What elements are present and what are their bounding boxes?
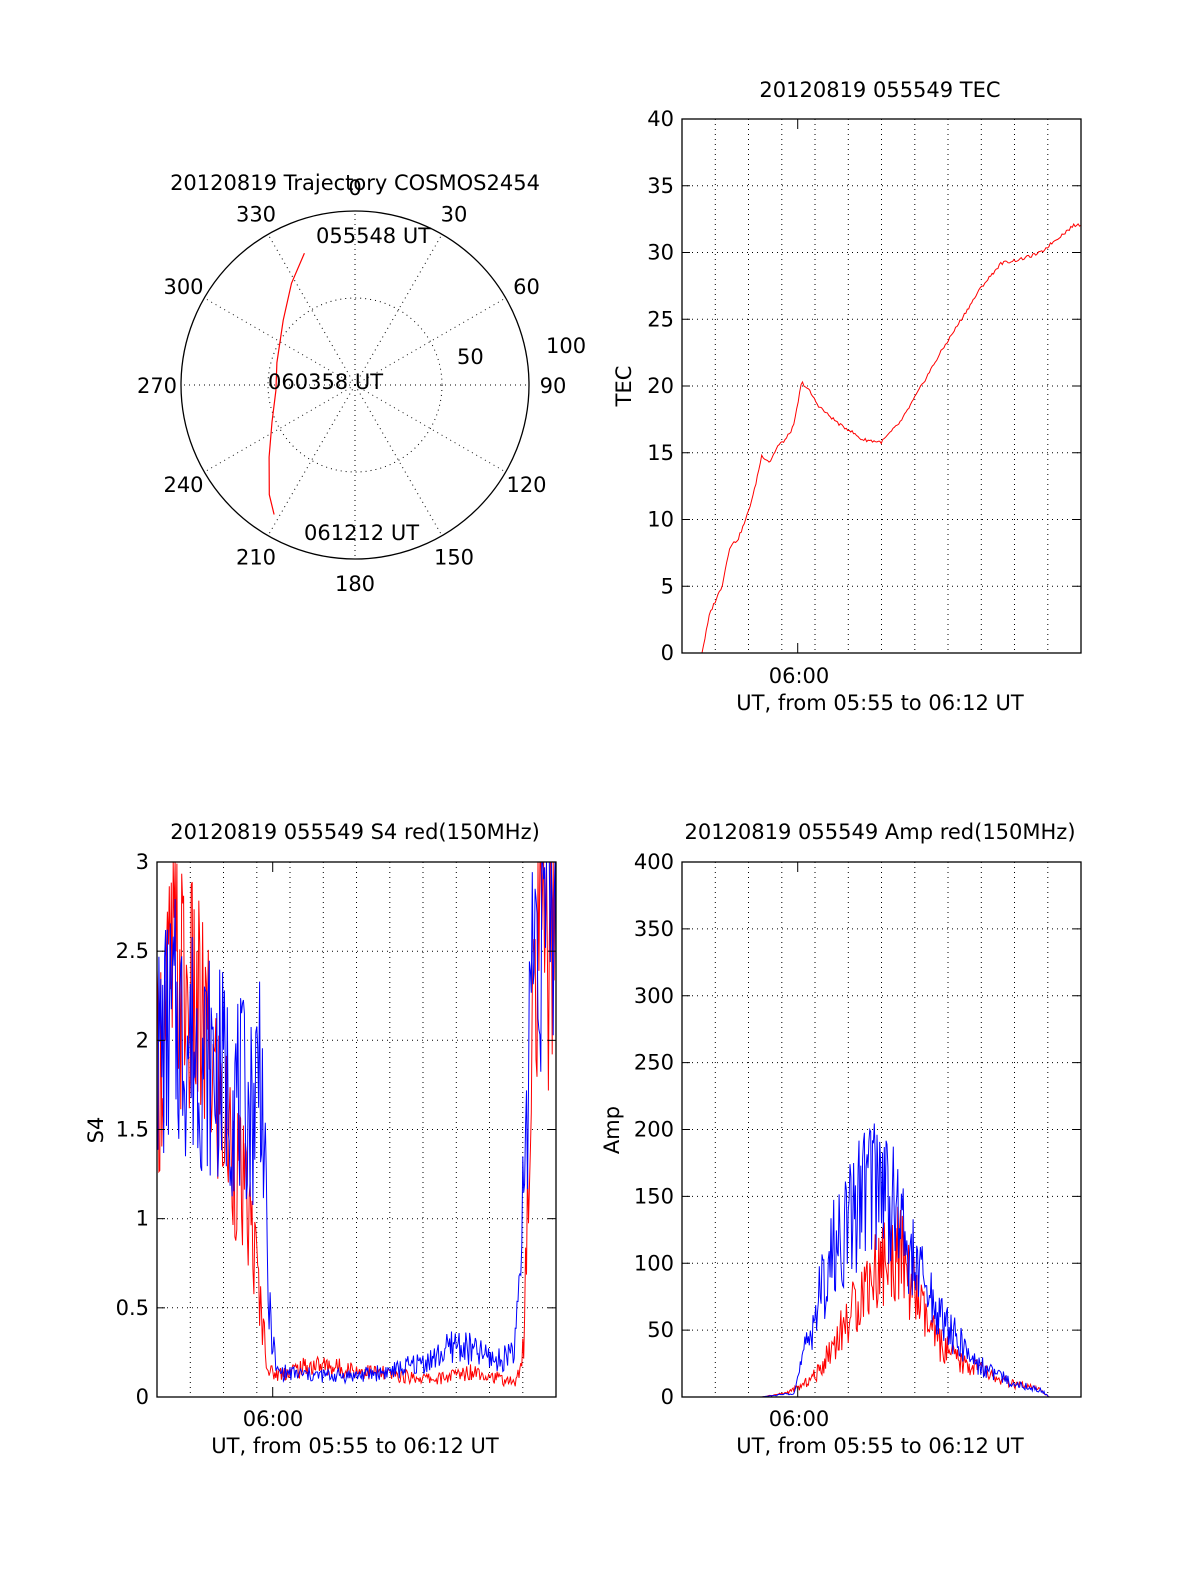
s4-y-tick-label: 3 — [136, 850, 149, 874]
azimuth-label-60: 60 — [513, 275, 540, 299]
tec-panel: 20120819 055549 TEC 0 5 10 15 20 25 30 35 40 06:… — [612, 78, 1082, 715]
polar-outer-circle — [180, 210, 530, 560]
s4-line-blue — [156, 861, 557, 1385]
s4-y-tick-label: 1 — [136, 1207, 149, 1231]
tec-y-tick-label: 35 — [647, 174, 674, 198]
tec-y-tick-label: 0 — [661, 641, 674, 665]
tec-y-axis-label: TEC — [612, 366, 636, 408]
polar-spoke-210 — [267, 384, 356, 536]
polar-spoke-300 — [204, 297, 356, 386]
azimuth-label-300: 300 — [163, 275, 203, 299]
tec-series — [701, 223, 1082, 654]
polar-spoke-330 — [267, 234, 356, 386]
polar-spoke-30 — [354, 234, 443, 386]
azimuth-label-240: 240 — [163, 473, 203, 497]
s4-series — [156, 861, 557, 1388]
amp-y-tick-label: 200 — [634, 1118, 674, 1142]
amp-y-tick-label: 150 — [634, 1184, 674, 1208]
annotation-start-time: 055548 UT — [316, 224, 431, 248]
amp-y-tick-label: 100 — [634, 1251, 674, 1275]
s4-grid — [157, 862, 556, 1397]
tec-y-tick-label: 20 — [647, 374, 674, 398]
amp-x-tick-label: 06:00 — [769, 1407, 830, 1431]
polar-spoke-60 — [354, 297, 506, 386]
polar-grid — [181, 211, 529, 559]
amp-y-tick-label: 400 — [634, 850, 674, 874]
azimuth-label-330: 330 — [236, 203, 276, 227]
amp-grid — [682, 862, 1081, 1397]
azimuth-label-120: 120 — [506, 473, 546, 497]
azimuth-label-210: 210 — [236, 546, 276, 570]
azimuth-label-90: 90 — [540, 374, 567, 398]
tec-y-tick-label: 40 — [647, 107, 674, 131]
azimuth-label-0: 0 — [348, 176, 361, 200]
tec-x-tick-label: 06:00 — [769, 664, 830, 688]
s4-y-tick-label: 1.5 — [116, 1118, 149, 1142]
amp-x-axis-label: UT, from 05:55 to 06:12 UT — [736, 1434, 1024, 1458]
tec-line-red — [701, 223, 1082, 654]
polar-spoke-150 — [354, 384, 443, 536]
amp-y-tick-label: 0 — [661, 1385, 674, 1409]
annotation-mid-time: 060358 UT — [268, 370, 383, 394]
amp-y-tick-label: 350 — [634, 917, 674, 941]
polar-grid-ring-50 — [267, 297, 443, 473]
amp-y-tick-labels: 0 50 100 150 200 250 300 350 400 — [634, 850, 1081, 1409]
tec-y-tick-label: 30 — [647, 241, 674, 265]
azimuth-label-180: 180 — [335, 572, 375, 596]
tec-y-tick-labels: 0 5 10 15 20 25 30 35 40 — [647, 107, 1081, 665]
s4-x-axis-label: UT, from 05:55 to 06:12 UT — [211, 1434, 499, 1458]
amp-y-tick-label: 50 — [647, 1318, 674, 1342]
s4-y-tick-labels: 0 0.5 1 1.5 2 2.5 3 — [116, 850, 556, 1409]
amp-panel: 20120819 055549 Amp red(150MHz) 0 50 100 15… — [600, 820, 1082, 1458]
amp-y-tick-label: 250 — [634, 1051, 674, 1075]
s4-y-axis-label: S4 — [84, 1117, 108, 1144]
radial-label-50: 50 — [457, 345, 484, 369]
trajectory-panel: 20120819 Trajectory COSMOS2454 0 30 60 90 12… — [137, 171, 586, 596]
s4-title: 20120819 055549 S4 red(150MHz) — [170, 820, 540, 844]
polar-spoke-240 — [204, 384, 356, 473]
trajectory-line-0 — [268, 252, 305, 515]
tec-title: 20120819 055549 TEC — [759, 78, 1000, 102]
tec-x-axis-label: UT, from 05:55 to 06:12 UT — [736, 691, 1024, 715]
s4-y-tick-label: 0.5 — [116, 1296, 149, 1320]
trajectory-series — [268, 252, 305, 515]
s4-panel: 20120819 055549 S4 red(150MHz) 0 0.5 1 1.5 2… — [84, 820, 557, 1458]
amp-y-tick-label: 300 — [634, 984, 674, 1008]
amp-y-axis-label: Amp — [600, 1106, 624, 1154]
tec-y-tick-label: 5 — [661, 574, 674, 598]
s4-y-tick-label: 0 — [136, 1385, 149, 1409]
amp-title: 20120819 055549 Amp red(150MHz) — [684, 820, 1075, 844]
azimuth-label-270: 270 — [137, 374, 177, 398]
s4-y-tick-label: 2 — [136, 1028, 149, 1052]
tec-y-tick-label: 25 — [647, 307, 674, 331]
amp-series — [702, 1123, 1081, 1398]
s4-y-tick-label: 2.5 — [116, 939, 149, 963]
tec-grid — [682, 119, 1081, 653]
polar-spoke-120 — [354, 384, 506, 473]
tec-y-tick-label: 15 — [647, 441, 674, 465]
s4-x-tick-label: 06:00 — [243, 1407, 304, 1431]
tec-y-tick-label: 10 — [647, 508, 674, 532]
s4-line-red — [156, 861, 556, 1388]
polar-azimuth-labels: 0 30 60 90 120 150 180 210 240 270 300 330 — [137, 176, 566, 596]
azimuth-label-30: 30 — [441, 203, 468, 227]
trajectory-title: 20120819 Trajectory COSMOS2454 — [170, 171, 540, 195]
annotation-end-time: 061212 UT — [304, 521, 419, 545]
radial-label-100: 100 — [546, 334, 586, 358]
azimuth-label-150: 150 — [434, 546, 474, 570]
